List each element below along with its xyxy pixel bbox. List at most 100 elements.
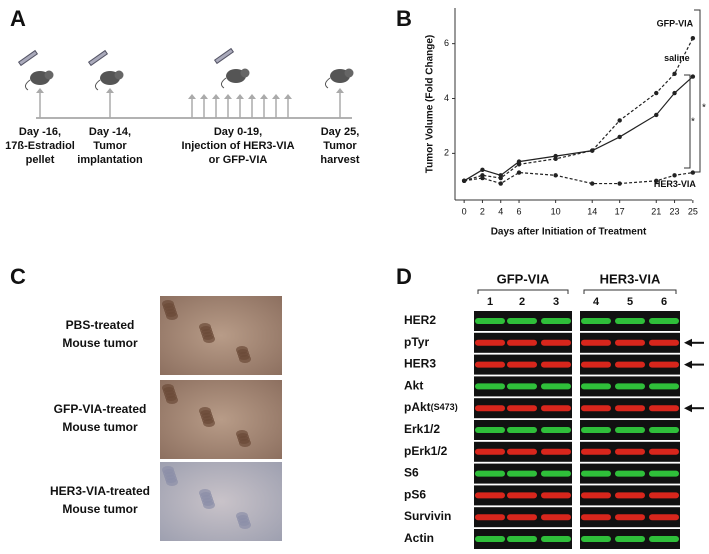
nucleus <box>166 312 178 320</box>
blot-band <box>615 405 645 412</box>
blot-band <box>615 536 645 542</box>
blot-band <box>615 492 645 499</box>
event-label: 17ß-Estradiol <box>5 140 75 152</box>
x-tick-label: 4 <box>498 206 503 216</box>
row-label: S6 <box>404 466 419 480</box>
arrow-head <box>224 94 232 99</box>
event-label: or GFP-VIA <box>209 154 268 166</box>
lane-label: 5 <box>627 296 633 308</box>
panel-letter: B <box>396 6 412 31</box>
blot-band <box>615 470 645 477</box>
row-label: pS6 <box>404 488 426 502</box>
blot-band <box>475 536 505 542</box>
mouse-tail <box>24 79 31 91</box>
blot-band <box>475 492 505 499</box>
blot-band <box>615 361 645 368</box>
x-axis-label: Days after Initiation of Treatment <box>491 227 647 238</box>
y-tick-label: 4 <box>444 93 449 103</box>
x-tick-label: 0 <box>462 206 467 216</box>
row-label-sub: (S473) <box>431 403 458 413</box>
blot-band <box>541 514 571 521</box>
panel-letter: A <box>10 6 26 31</box>
blot-band <box>541 427 571 433</box>
blot-band <box>581 448 611 455</box>
x-tick-label: 23 <box>670 206 680 216</box>
blot-band <box>507 492 537 499</box>
series-label: saline <box>664 53 690 63</box>
arrow-head <box>336 88 344 93</box>
blot-band <box>649 318 679 324</box>
nucleus <box>239 521 251 529</box>
significance: * <box>691 117 695 128</box>
syringe <box>17 49 39 67</box>
blot-band <box>649 536 679 542</box>
ihc-image <box>160 296 282 375</box>
data-point <box>617 118 622 123</box>
nucleus <box>166 396 178 404</box>
row-label: pAkt(S473) <box>404 400 458 414</box>
arrow-head <box>284 94 292 99</box>
x-tick-label: 10 <box>551 206 561 216</box>
group-label: HER3-VIA <box>600 271 661 286</box>
blot-band <box>615 427 645 433</box>
blot-band <box>649 427 679 433</box>
nucleus <box>239 439 251 447</box>
blot-band <box>541 536 571 542</box>
row-label-text: pTyr <box>404 335 429 349</box>
blot-band <box>475 339 505 346</box>
blot-band <box>507 514 537 521</box>
blot-band <box>649 448 679 455</box>
arrow-head <box>36 88 44 93</box>
blot-band <box>507 470 537 477</box>
y-tick-label: 6 <box>444 38 449 48</box>
blot-band <box>581 383 611 390</box>
blot-band <box>615 339 645 346</box>
blot-band <box>541 383 571 390</box>
mouse-head <box>44 70 54 80</box>
arrow-head <box>248 94 256 99</box>
arrow-head <box>272 94 280 99</box>
blot-band <box>475 361 505 368</box>
arrow-head <box>260 94 268 99</box>
data-point <box>498 173 503 178</box>
row-label: HER3 <box>404 357 436 371</box>
row-label-text: Erk1/2 <box>404 422 440 436</box>
blot-band <box>507 339 537 346</box>
lane-label: 4 <box>593 296 600 308</box>
blot-band <box>541 448 571 455</box>
blot-band <box>507 405 537 412</box>
series-line <box>463 37 694 182</box>
blot-band <box>581 514 611 521</box>
x-tick-label: 14 <box>587 206 597 216</box>
x-tick-label: 6 <box>517 206 522 216</box>
nucleus <box>166 478 178 486</box>
arrow-head <box>200 94 208 99</box>
data-point <box>461 178 467 183</box>
panel-letter: D <box>396 264 412 289</box>
nucleus <box>239 355 251 363</box>
mouse-head <box>114 70 124 80</box>
arrow-head <box>684 404 692 413</box>
event-label: pellet <box>26 154 55 166</box>
blot-band <box>507 383 537 390</box>
event-label: Day -16, <box>19 126 61 138</box>
row-label: pTyr <box>404 335 429 349</box>
nucleus <box>203 501 215 509</box>
data-point <box>654 112 659 118</box>
data-point <box>672 71 677 77</box>
event-label: Injection of HER3-VIA <box>181 140 294 152</box>
blot-band <box>581 427 611 433</box>
row-label-text: pErk1/2 <box>404 444 448 458</box>
blot-band <box>541 470 571 477</box>
row-label-text: HER2 <box>404 313 436 327</box>
data-point <box>672 90 677 96</box>
blot-band <box>507 448 537 455</box>
data-point <box>480 167 485 173</box>
blot-band <box>475 383 505 390</box>
series-line <box>463 76 694 182</box>
nucleus <box>203 335 215 343</box>
data-point <box>690 35 696 41</box>
row-label-text: HER3 <box>404 357 436 371</box>
blot-band <box>649 383 679 390</box>
significance: * <box>702 103 706 114</box>
